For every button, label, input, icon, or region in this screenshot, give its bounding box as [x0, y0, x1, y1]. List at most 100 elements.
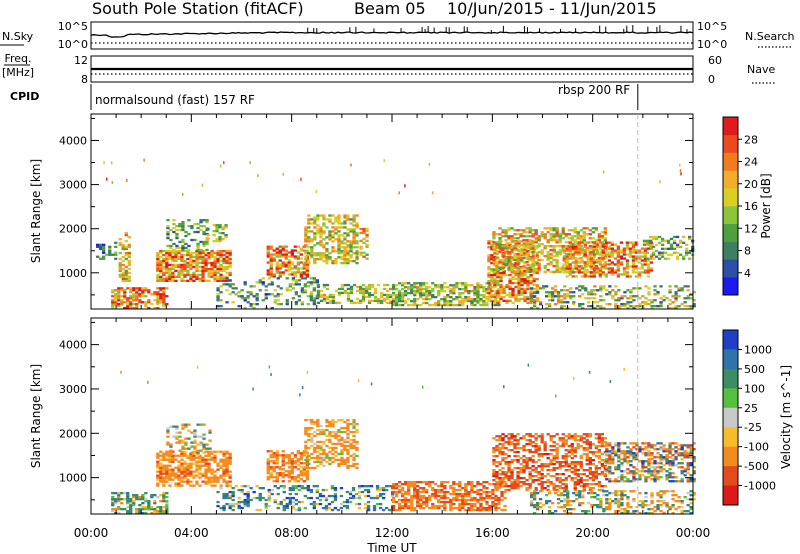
range-gate-cell [549, 453, 553, 456]
range-gate-cell [156, 462, 160, 465]
range-gate-cell [576, 235, 580, 238]
range-gate-cell [328, 256, 332, 259]
range-gate-cell [491, 492, 495, 496]
range-gate-cell [307, 214, 311, 217]
range-gate-cell [650, 307, 654, 310]
range-gate-cell [496, 291, 500, 295]
range-gate-cell [395, 485, 399, 488]
range-gate-cell [565, 263, 569, 266]
range-gate-cell [294, 502, 298, 506]
range-gate-cell [495, 455, 499, 458]
range-gate-cell [293, 265, 297, 268]
range-gate-cell [611, 297, 615, 300]
range-gate-cell [389, 299, 393, 302]
range-gate-cell [528, 229, 532, 232]
range-gate-cell [111, 510, 115, 513]
range-gate-cell [582, 237, 586, 240]
range-gate-cell [141, 494, 145, 497]
range-gate-cell [597, 266, 601, 270]
range-gate-cell [349, 291, 354, 295]
range-gate-cell [640, 271, 645, 274]
range-gate-cell [333, 506, 338, 510]
range-gate-cell [304, 446, 308, 450]
range-gate-cell [213, 458, 217, 461]
range-gate-cell [401, 294, 405, 297]
range-gate-cell [535, 287, 539, 291]
range-gate-cell [543, 481, 547, 484]
range-gate-cell [528, 239, 532, 242]
range-gate-cell [111, 303, 115, 306]
range-gate-cell [499, 289, 503, 293]
range-gate-cell [369, 485, 374, 488]
range-gate-cell [517, 240, 521, 243]
range-gate-cell [551, 299, 555, 302]
range-gate-cell [531, 233, 535, 236]
range-gate-cell [121, 275, 125, 278]
range-gate-cell [266, 458, 270, 461]
range-gate-cell [303, 506, 307, 510]
range-gate-cell [479, 284, 483, 287]
range-gate-cell [619, 251, 624, 254]
range-gate-cell [171, 454, 175, 457]
range-gate-cell [177, 275, 181, 278]
range-gate-cell [498, 451, 502, 454]
range-gate-cell [325, 258, 329, 261]
range-gate-cell [513, 266, 517, 270]
range-gate-cell [510, 443, 514, 446]
range-gate-cell [219, 277, 223, 280]
range-gate-cell [287, 460, 291, 463]
range-gate-cell [261, 487, 265, 490]
range-gate-cell [629, 297, 633, 300]
range-gate-cell [208, 451, 212, 454]
range-gate-cell [255, 281, 259, 284]
range-gate-cell [281, 271, 285, 274]
range-gate-cell [482, 487, 486, 490]
range-gate-cell [392, 297, 396, 301]
range-gate-cell [543, 453, 547, 456]
range-gate-cell [540, 435, 544, 438]
range-gate-cell [349, 248, 353, 251]
range-gate-cell [546, 239, 550, 242]
range-gate-cell [534, 233, 538, 236]
range-gate-cell [114, 297, 118, 300]
range-gate-cell [204, 472, 208, 475]
range-gate-cell [202, 433, 206, 436]
range-gate-cell [485, 303, 489, 307]
range-gate-cell [508, 293, 512, 297]
range-gate-cell [572, 301, 576, 304]
range-gate-cell [316, 258, 320, 261]
range-gate-cell [614, 293, 618, 296]
range-gate-cell [345, 500, 350, 504]
range-gate-cell [558, 245, 562, 248]
range-gate-cell [413, 492, 417, 496]
range-gate-cell [549, 227, 553, 230]
range-gate-cell [135, 295, 139, 298]
range-gate-cell [496, 289, 500, 293]
range-gate-cell [162, 480, 166, 483]
range-gate-cell [608, 291, 612, 294]
range-gate-cell [222, 259, 226, 263]
range-gate-cell [213, 456, 217, 459]
range-gate-cell [199, 423, 203, 426]
range-gate-cell [528, 245, 532, 248]
range-gate-cell [135, 305, 139, 308]
range-gate-cell [566, 301, 570, 304]
range-gate-cell [228, 452, 232, 455]
range-gate-cell [219, 263, 223, 267]
range-gate-cell [498, 266, 502, 270]
range-gate-cell [127, 245, 131, 249]
range-gate-cell [519, 471, 523, 474]
range-gate-cell [516, 233, 520, 236]
range-gate-cell [249, 498, 253, 502]
range-gate-cell [395, 301, 399, 305]
range-gate-cell [319, 452, 323, 456]
range-gate-cell [522, 437, 526, 440]
range-gate-cell [625, 247, 630, 250]
range-gate-cell [318, 498, 323, 502]
range-gate-cell [531, 243, 535, 246]
range-gate-cell [607, 269, 611, 272]
range-gate-cell [516, 487, 520, 490]
range-gate-cell [337, 248, 341, 251]
range-gate-cell [180, 472, 184, 475]
range-gate-cell [531, 445, 535, 448]
